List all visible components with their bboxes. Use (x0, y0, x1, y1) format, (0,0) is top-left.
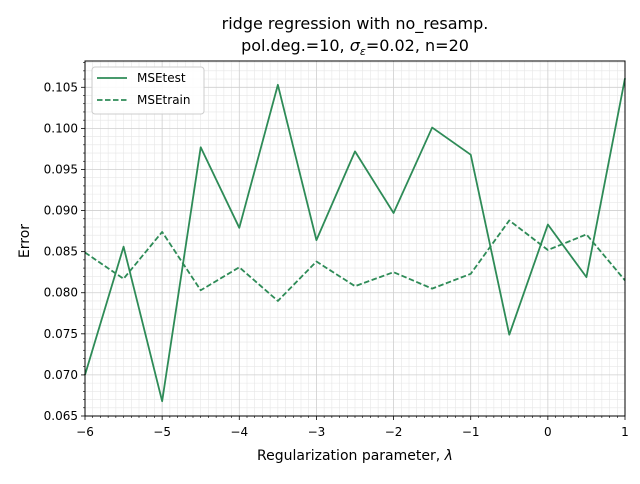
y-tick-label: 0.080 (44, 286, 78, 300)
series-line-msetrain (84, 219, 626, 302)
x-tick-label: −1 (462, 425, 480, 439)
y-tick-label: 0.070 (44, 368, 78, 382)
legend-label-msetrain: MSEtrain (137, 93, 190, 107)
chart-title-line2: pol.deg.=10, σε=0.02, n=20 (241, 36, 469, 58)
minor-gridlines (85, 61, 625, 416)
legend: MSEtest MSEtrain (91, 66, 205, 115)
y-tick-label: 0.100 (44, 121, 78, 135)
chart-title-line1: ridge regression with no_resamp. (222, 14, 489, 34)
y-tick-label: 0.065 (44, 409, 78, 423)
x-tick-label: −6 (76, 425, 94, 439)
y-tick-label: 0.085 (44, 245, 78, 259)
x-tick-label: 1 (621, 425, 629, 439)
y-tick-label: 0.090 (44, 204, 78, 218)
series-line-msetest (84, 78, 626, 403)
legend-label-msetest: MSEtest (137, 71, 186, 85)
title-prefix: pol.deg.=10, (241, 36, 350, 55)
sigma-subscript: ε (360, 45, 366, 58)
x-tick-label: −5 (153, 425, 171, 439)
y-axis-label: Error (17, 224, 33, 258)
axis-ticks: −6 −5 −4 −3 −2 −1 0 1 0.065 0.070 0.075 0.080 0.085 0… (44, 62, 629, 439)
title-suffix: =0.02, n=20 (366, 36, 469, 55)
y-tick-label: 0.105 (44, 80, 78, 94)
sigma-symbol: σ (350, 36, 361, 55)
x-tick-label: −2 (385, 425, 403, 439)
x-tick-label: −4 (230, 425, 248, 439)
y-tick-label: 0.075 (44, 327, 78, 341)
x-axis-label: Regularization parameter, λ (257, 448, 453, 464)
y-tick-label: 0.095 (44, 162, 78, 176)
series-layer (84, 78, 626, 403)
x-tick-label: 0 (544, 425, 552, 439)
x-tick-label: −3 (308, 425, 326, 439)
